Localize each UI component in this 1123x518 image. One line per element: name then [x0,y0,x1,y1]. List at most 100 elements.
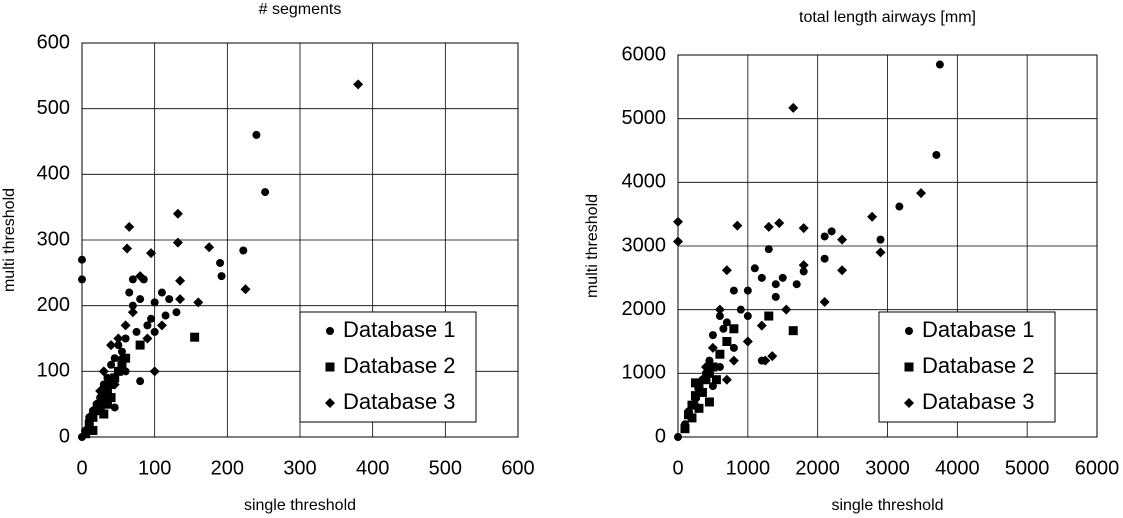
point [172,208,183,219]
point [792,280,801,289]
point [715,349,725,359]
point [687,413,697,423]
y-tick-label: 200 [37,294,70,316]
point [916,188,927,199]
point [135,340,145,350]
point [204,242,215,253]
y-tick-label: 500 [37,97,70,119]
legend-label: Database 1 [343,317,456,342]
point [135,271,146,282]
point [722,318,731,327]
point [767,351,778,362]
point [113,366,123,376]
y-tick-label: 3000 [622,234,667,256]
point [261,188,270,197]
point [673,236,683,247]
point [122,243,133,254]
point [895,202,904,211]
x-axis-label: single threshold [244,497,356,514]
point [172,308,181,317]
x-tick-label: 600 [501,457,534,479]
point [95,402,105,412]
legend-label: Database 3 [922,389,1035,414]
point [88,412,98,422]
point [128,301,137,310]
point [91,405,102,416]
point [820,232,829,241]
x-tick-label: 5000 [1005,457,1050,479]
point [103,373,112,382]
point [690,378,700,388]
point [113,333,124,344]
point [239,246,248,255]
point [252,130,261,139]
point [719,324,728,333]
point [935,60,944,69]
point [175,294,186,305]
x-tick-label: 0 [76,457,87,479]
point [88,425,98,435]
point [150,327,159,336]
point [729,286,738,295]
point [827,227,836,236]
point [99,409,109,419]
y-tick-label: 0 [655,425,666,447]
point [156,320,167,331]
point [820,254,829,263]
point [673,216,683,227]
point [708,331,717,340]
point [117,360,127,370]
point [764,311,774,321]
y-tick-label: 6000 [622,43,667,65]
y-tick-label: 300 [37,228,70,250]
point [837,234,848,245]
y-tick-label: 1000 [622,362,667,384]
point [106,340,117,351]
point [84,419,94,429]
point [147,314,156,323]
point [799,267,808,276]
point [690,400,701,411]
point [161,311,170,320]
legend-marker [325,362,335,372]
point [120,320,131,331]
y-tick-label: 5000 [622,107,667,129]
point [81,429,91,439]
point [95,386,106,397]
point [728,355,739,366]
point [708,362,718,372]
x-tick-label: 6000 [1075,457,1120,479]
point [743,312,752,321]
point [150,298,159,307]
y-tick-label: 4000 [622,171,667,193]
point [109,379,120,390]
point [721,265,732,276]
point [121,334,130,343]
x-tick-label: 500 [429,457,462,479]
point [121,367,130,376]
point [693,387,704,398]
point [117,347,126,356]
point [732,220,743,231]
point [216,258,225,267]
point [175,275,186,286]
point [707,342,718,353]
x-tick-label: 100 [138,457,171,479]
point [172,237,183,248]
point [125,288,134,297]
point [157,288,166,297]
point [722,337,732,346]
point [756,320,767,331]
point [107,360,116,369]
y-axis-label: multi threshold [1,188,18,292]
point [704,368,714,378]
point [146,248,157,259]
point [217,272,226,281]
point [99,393,109,403]
point [771,280,780,289]
point [736,305,745,314]
point [742,336,753,347]
y-tick-label: 400 [37,163,70,185]
point [127,307,138,318]
